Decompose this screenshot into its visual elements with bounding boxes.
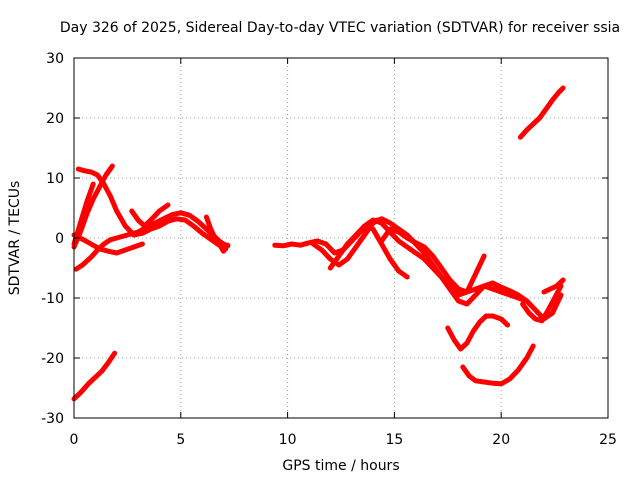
- series-arc-17: [520, 283, 564, 324]
- chart-title: Day 326 of 2025, Sidereal Day-to-day VTE…: [60, 20, 620, 36]
- series-arc-8: [203, 214, 231, 254]
- series-arc-4: [71, 163, 115, 250]
- series-arc-15: [460, 343, 536, 387]
- x-tick-label: 0: [70, 432, 79, 448]
- series-arc-12: [370, 226, 410, 280]
- series-arc-16: [490, 280, 564, 322]
- y-tick-label: -10: [41, 291, 64, 307]
- x-tick-label: 10: [279, 432, 297, 448]
- y-tick-label: -30: [41, 411, 64, 427]
- y-tick-label: -20: [41, 351, 64, 367]
- series-group: [71, 85, 566, 402]
- y-tick-label: 20: [46, 111, 64, 127]
- x-tick-label: 15: [385, 432, 403, 448]
- y-tick-label: 30: [46, 51, 64, 67]
- series-arc-1: [71, 350, 118, 402]
- series-arc-13: [379, 226, 530, 304]
- series-arc-6: [71, 181, 96, 247]
- series-arc-11: [327, 217, 487, 298]
- series-arc-14: [445, 313, 511, 352]
- x-tick-label: 5: [176, 432, 185, 448]
- x-tick-label: 20: [492, 432, 510, 448]
- series-arc-7: [129, 202, 171, 229]
- series-arc-18: [541, 277, 566, 295]
- x-tick-label: 25: [599, 432, 617, 448]
- grid: [74, 58, 608, 418]
- x-axis-label: GPS time / hours: [282, 458, 399, 474]
- series-arc-5: [71, 232, 145, 256]
- series-arc-19: [517, 85, 566, 140]
- y-tick-label: 0: [55, 231, 64, 247]
- series-arc-3: [75, 166, 229, 252]
- y-axis-label: SDTVAR / TECUs: [7, 181, 23, 296]
- y-tick-label: 10: [46, 171, 64, 187]
- axis-ticks: 0 5 10 15 20 25 30 20 10 0 -10 -20 -30: [41, 51, 617, 448]
